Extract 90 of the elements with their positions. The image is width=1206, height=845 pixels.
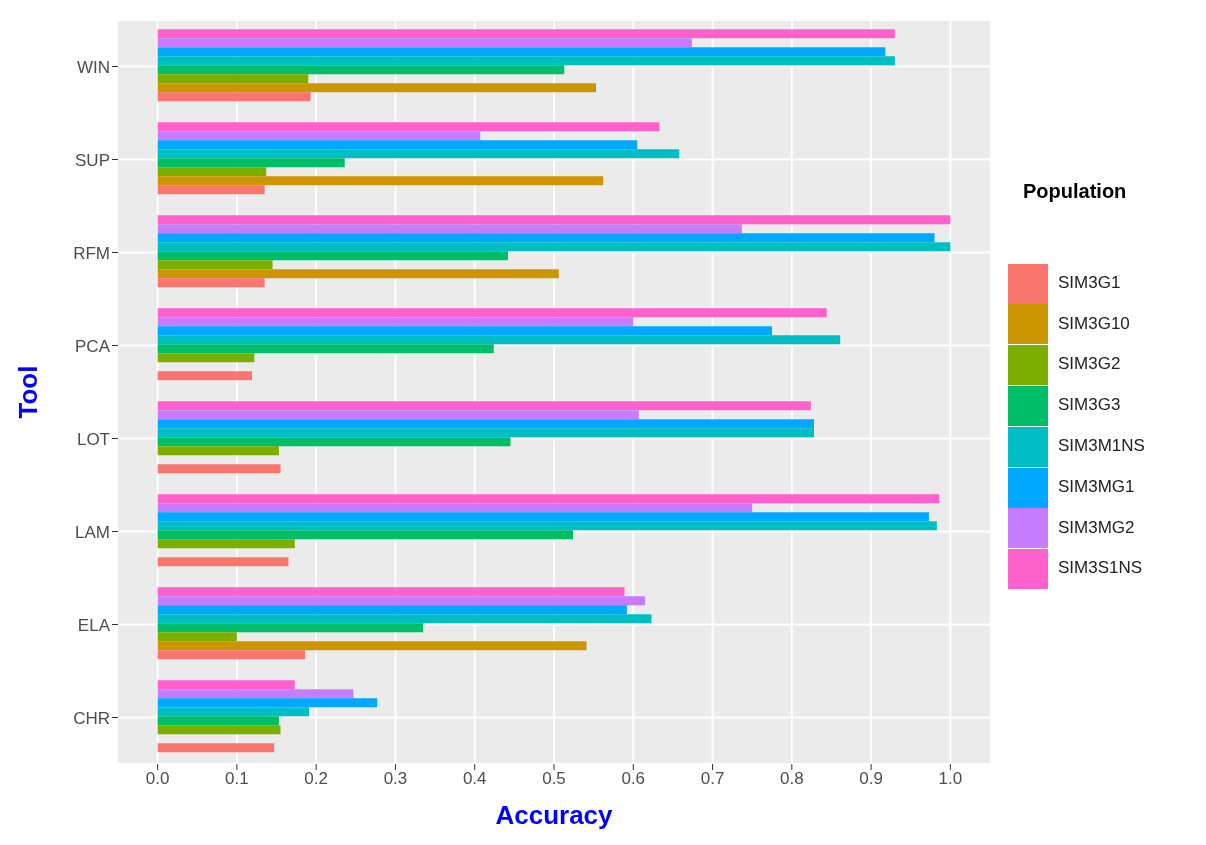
legend-label: SIM3S1NS (1058, 558, 1143, 578)
bar (157, 716, 279, 726)
bar (157, 353, 255, 363)
bar (157, 176, 604, 186)
bar (157, 539, 295, 549)
bar (157, 326, 772, 336)
bar (157, 65, 565, 75)
x-tick-label: 0.7 (700, 769, 725, 789)
bar (157, 428, 815, 438)
bar (157, 614, 652, 624)
y-tick-label: ELA (77, 615, 111, 635)
bar (157, 641, 587, 651)
bar (157, 335, 841, 345)
y-tick-label: WIN (76, 57, 110, 77)
bar (157, 29, 895, 39)
y-axis-title: Tool (13, 365, 44, 419)
x-tick-label: 0.5 (542, 769, 566, 789)
bar (157, 215, 951, 225)
bar (157, 521, 937, 531)
bar (157, 92, 311, 102)
legend-label: SIM3G10 (1058, 313, 1130, 333)
bar (157, 698, 378, 708)
legend-label: SIM3MG1 (1058, 476, 1135, 496)
bar (157, 38, 692, 48)
bar (157, 557, 289, 567)
bar (157, 158, 345, 168)
y-tick-label: LOT (76, 429, 110, 449)
bar (157, 308, 827, 318)
bar (157, 140, 638, 150)
legend-label: SIM3G2 (1058, 354, 1121, 374)
bar (157, 650, 306, 660)
bar (157, 278, 265, 288)
legend-label: SIM3M1NS (1058, 436, 1145, 455)
bar (157, 131, 481, 141)
bar (157, 149, 680, 159)
y-tick-label: RFM (73, 243, 110, 263)
bar (157, 437, 511, 447)
bar (157, 596, 646, 606)
bar (157, 494, 940, 504)
bar (157, 83, 597, 93)
y-tick-label: CHR (73, 708, 110, 728)
bar (157, 260, 273, 270)
bar (157, 689, 354, 699)
bar (157, 167, 267, 177)
bar (157, 269, 559, 279)
bar (157, 503, 753, 513)
bar (157, 419, 815, 429)
x-tick-label: 0.6 (621, 769, 646, 789)
bar (157, 530, 574, 540)
legend-label: SIM3G1 (1058, 272, 1121, 292)
x-axis-title: Accuracy (495, 800, 614, 830)
x-tick-label: 0.2 (304, 769, 328, 789)
legend-title: Population (1023, 180, 1127, 203)
bar (157, 512, 929, 522)
bar (157, 401, 811, 411)
y-tick-label: LAM (75, 522, 110, 542)
bar (157, 47, 886, 57)
bar (157, 632, 237, 642)
x-tick-label: 0.3 (383, 769, 408, 789)
bar (157, 680, 295, 690)
x-tick-label: 0.4 (462, 769, 487, 789)
bar (157, 743, 275, 753)
bar (157, 56, 895, 66)
x-tick-label: 0.9 (859, 769, 883, 789)
bar (157, 725, 281, 735)
x-tick-label: 0.1 (225, 769, 249, 789)
x-tick-label: 0.8 (780, 769, 804, 789)
y-tick-label: PCA (75, 336, 111, 356)
bar (157, 446, 279, 456)
bar (157, 74, 309, 84)
bar (157, 251, 509, 261)
bar (157, 410, 639, 420)
bar (157, 707, 310, 717)
bar (157, 605, 627, 615)
x-tick-label: 1.0 (938, 769, 963, 789)
bar (157, 242, 951, 252)
bar (157, 224, 742, 234)
bar (157, 587, 625, 597)
bar (157, 344, 494, 354)
bar (157, 371, 252, 381)
bar (157, 623, 424, 633)
x-tick-label: 0.0 (145, 769, 170, 789)
y-tick-label: SUP (75, 150, 110, 170)
legend-label: SIM3MG2 (1058, 517, 1135, 537)
bar (157, 317, 634, 327)
bar (157, 122, 660, 132)
bar (157, 464, 281, 474)
legend-label: SIM3G3 (1058, 395, 1121, 415)
bar (157, 233, 935, 243)
bar (157, 185, 265, 195)
